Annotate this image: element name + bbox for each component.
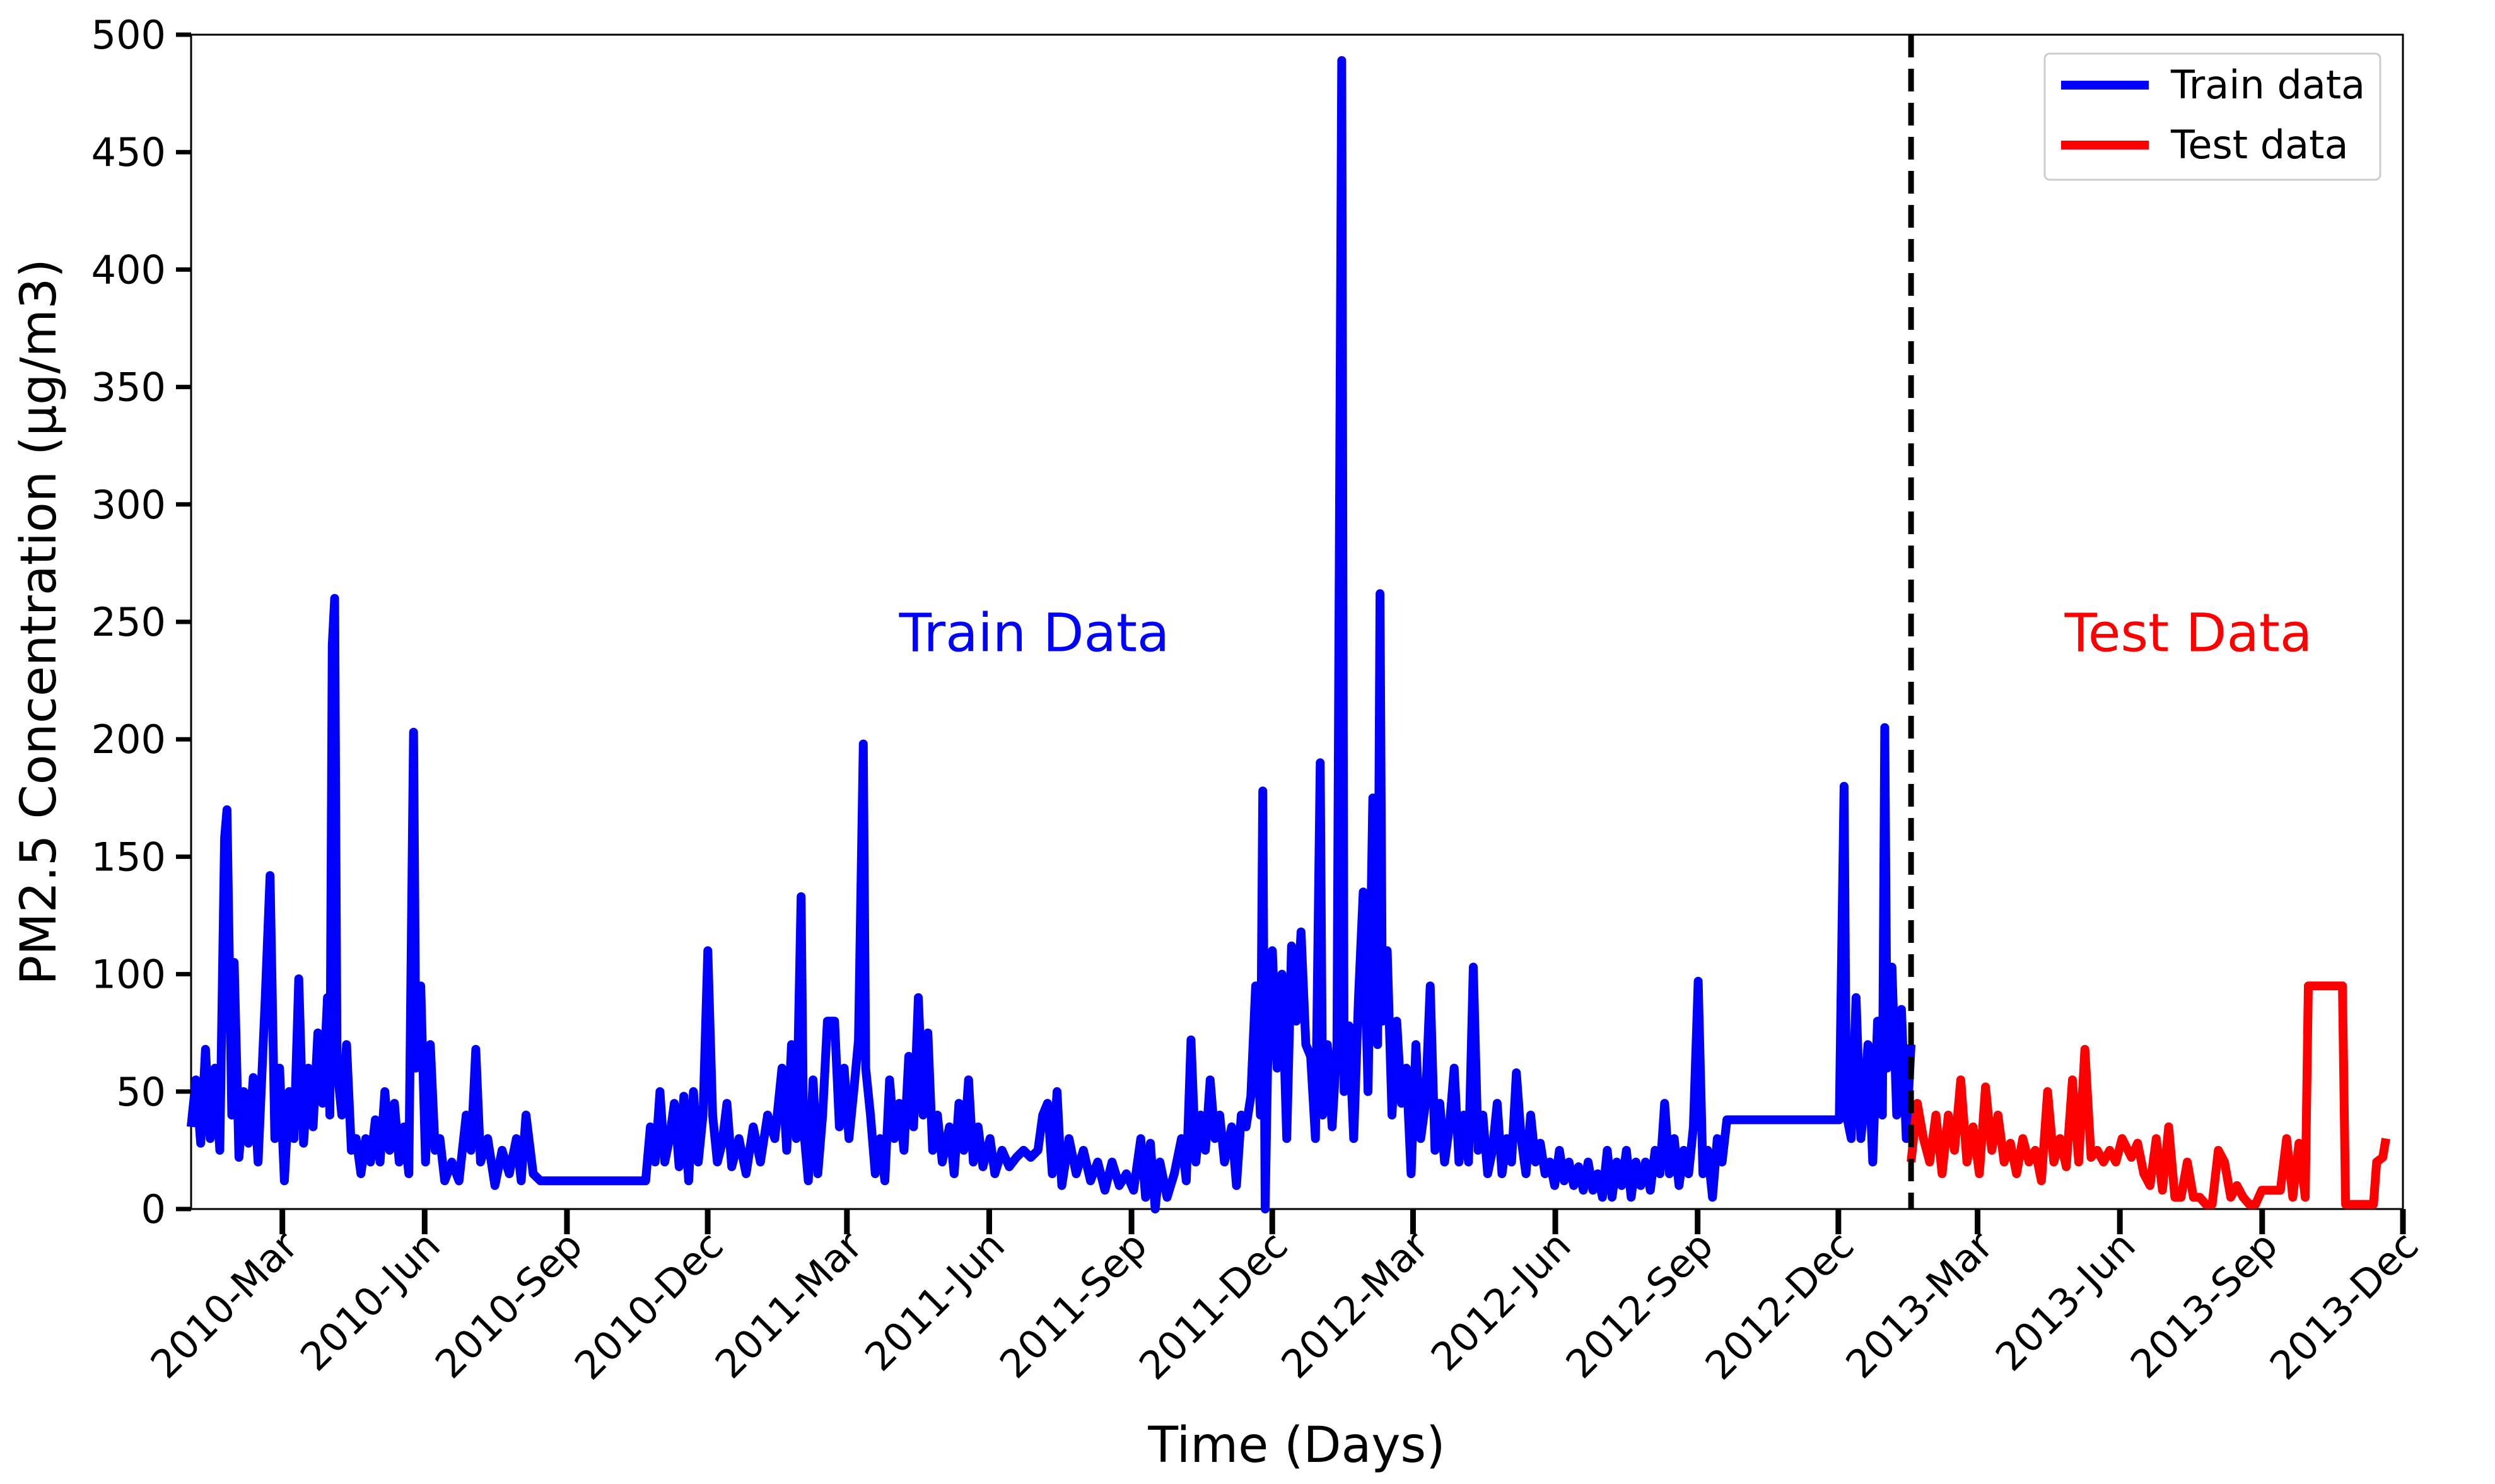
- y-tick-label: 250: [91, 599, 166, 645]
- x-tick-label: 2011-Dec: [1130, 1222, 1297, 1389]
- x-tick-label: 2011-Sep: [991, 1222, 1156, 1388]
- y-axis-title: PM2.5 Concentration (µg/m3): [11, 259, 67, 985]
- y-axis: 0 50 100 150 200 250 300 350 400 450 500: [91, 12, 191, 1232]
- x-tick-label: 2012-Sep: [1557, 1222, 1722, 1388]
- x-tick-label: 2012-Jun: [1422, 1222, 1580, 1380]
- y-tick-label: 200: [91, 716, 166, 762]
- x-tick-label: 2012-Dec: [1697, 1222, 1863, 1389]
- x-axis: 2010-Mar2010-Jun2010-Sep2010-Dec2011-Mar…: [142, 1209, 2428, 1389]
- y-tick-label: 150: [91, 834, 166, 880]
- legend-label-train: Train data: [2170, 62, 2365, 108]
- x-tick-label: 2010-Jun: [291, 1222, 449, 1380]
- plot-area: [187, 33, 2404, 1213]
- y-tick-label: 100: [91, 952, 166, 998]
- x-tick-label: 2013-Sep: [2122, 1222, 2287, 1388]
- series-lines: [187, 56, 2390, 1213]
- legend: Train data Test data: [2043, 52, 2381, 181]
- y-tick-label: 500: [91, 12, 166, 58]
- series-line-train: [187, 56, 1916, 1213]
- y-tick-label: 450: [91, 129, 166, 175]
- region-annotation: Test Data: [2064, 602, 2313, 664]
- x-tick-label: 2010-Sep: [426, 1222, 592, 1388]
- y-tick-label: 400: [91, 247, 166, 293]
- legend-label-test: Test data: [2170, 122, 2348, 168]
- x-tick-label: 2011-Mar: [706, 1222, 872, 1388]
- x-tick-label: 2012-Mar: [1272, 1222, 1437, 1388]
- x-tick-label: 2010-Dec: [566, 1222, 732, 1389]
- y-tick-label: 300: [91, 482, 166, 528]
- x-axis-title: Time (Days): [1147, 1417, 1445, 1474]
- region-annotation: Train Data: [899, 602, 1170, 664]
- x-tick-label: 2013-Jun: [1987, 1222, 2144, 1380]
- x-tick-label: 2013-Mar: [1837, 1222, 2002, 1388]
- y-tick-label: 50: [116, 1069, 166, 1115]
- y-tick-label: 0: [141, 1186, 166, 1232]
- x-tick-label: 2011-Jun: [856, 1222, 1014, 1380]
- region-annotations: Train Data Test Data: [899, 602, 2313, 664]
- series-line-test: [1907, 981, 2390, 1209]
- y-tick-label: 350: [91, 365, 166, 411]
- x-tick-label: 2013-Dec: [2261, 1222, 2428, 1389]
- x-tick-label: 2010-Mar: [142, 1222, 307, 1388]
